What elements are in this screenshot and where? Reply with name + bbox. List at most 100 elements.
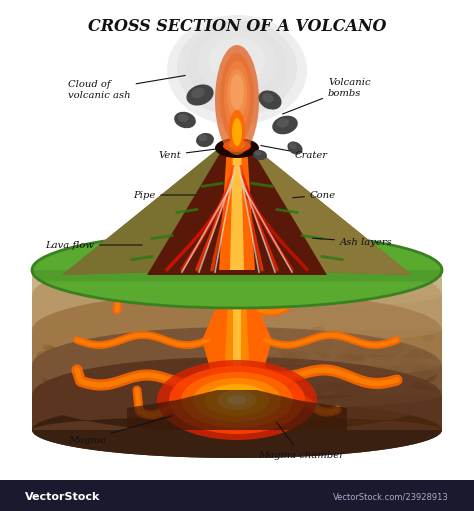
Ellipse shape xyxy=(65,331,84,344)
Ellipse shape xyxy=(131,357,144,366)
Ellipse shape xyxy=(50,356,61,363)
Polygon shape xyxy=(202,270,272,430)
Ellipse shape xyxy=(116,372,129,382)
Polygon shape xyxy=(32,430,442,458)
Ellipse shape xyxy=(422,352,432,359)
Ellipse shape xyxy=(70,366,83,376)
Ellipse shape xyxy=(322,352,331,359)
Ellipse shape xyxy=(96,335,110,345)
Ellipse shape xyxy=(230,74,244,110)
Ellipse shape xyxy=(334,374,352,387)
Ellipse shape xyxy=(362,336,372,343)
Ellipse shape xyxy=(335,369,355,383)
Ellipse shape xyxy=(387,375,395,380)
Ellipse shape xyxy=(129,367,139,374)
Ellipse shape xyxy=(232,331,244,338)
Ellipse shape xyxy=(146,329,161,339)
Ellipse shape xyxy=(196,133,214,147)
Ellipse shape xyxy=(280,352,298,364)
Ellipse shape xyxy=(135,366,151,378)
Polygon shape xyxy=(32,232,237,458)
Ellipse shape xyxy=(177,352,185,358)
Ellipse shape xyxy=(90,337,102,346)
Ellipse shape xyxy=(285,332,302,344)
Ellipse shape xyxy=(112,330,124,338)
Ellipse shape xyxy=(277,119,290,128)
Text: Magma: Magma xyxy=(68,416,173,445)
Ellipse shape xyxy=(174,354,193,368)
Ellipse shape xyxy=(313,385,327,394)
Ellipse shape xyxy=(382,374,397,384)
Text: Vent: Vent xyxy=(158,148,221,159)
Ellipse shape xyxy=(103,341,116,350)
Ellipse shape xyxy=(263,355,278,365)
Ellipse shape xyxy=(181,331,196,341)
Ellipse shape xyxy=(178,114,188,122)
Ellipse shape xyxy=(284,354,298,363)
Ellipse shape xyxy=(227,69,247,119)
Ellipse shape xyxy=(173,386,189,397)
Ellipse shape xyxy=(293,337,308,347)
Ellipse shape xyxy=(179,368,197,381)
Ellipse shape xyxy=(255,150,262,155)
Ellipse shape xyxy=(281,380,294,389)
Ellipse shape xyxy=(127,329,146,342)
Ellipse shape xyxy=(355,371,365,378)
Ellipse shape xyxy=(65,349,73,355)
Ellipse shape xyxy=(46,348,56,355)
Ellipse shape xyxy=(405,386,420,396)
Ellipse shape xyxy=(328,377,345,389)
Polygon shape xyxy=(32,270,442,282)
Ellipse shape xyxy=(243,376,260,388)
Ellipse shape xyxy=(258,90,282,109)
Ellipse shape xyxy=(205,384,269,416)
Ellipse shape xyxy=(328,365,339,373)
Ellipse shape xyxy=(165,330,184,343)
Ellipse shape xyxy=(349,384,369,398)
Polygon shape xyxy=(32,295,442,330)
Ellipse shape xyxy=(108,354,122,364)
Polygon shape xyxy=(237,140,412,275)
Ellipse shape xyxy=(315,348,327,356)
Polygon shape xyxy=(219,145,255,270)
Text: Cloud of
volcanic ash: Cloud of volcanic ash xyxy=(68,76,185,100)
Ellipse shape xyxy=(420,373,433,381)
Ellipse shape xyxy=(236,341,246,349)
Ellipse shape xyxy=(271,334,281,341)
Ellipse shape xyxy=(50,368,69,382)
Ellipse shape xyxy=(381,345,399,357)
Ellipse shape xyxy=(281,347,301,361)
Ellipse shape xyxy=(208,385,220,393)
Ellipse shape xyxy=(302,363,320,375)
Ellipse shape xyxy=(274,330,283,336)
Ellipse shape xyxy=(228,364,242,375)
Ellipse shape xyxy=(219,374,230,382)
Ellipse shape xyxy=(228,395,246,405)
Ellipse shape xyxy=(162,385,171,391)
Polygon shape xyxy=(237,257,441,344)
Ellipse shape xyxy=(133,378,150,390)
Ellipse shape xyxy=(226,370,242,381)
Ellipse shape xyxy=(92,385,106,395)
Polygon shape xyxy=(237,292,441,379)
Ellipse shape xyxy=(391,343,405,353)
Ellipse shape xyxy=(310,339,322,347)
Ellipse shape xyxy=(271,357,280,363)
Ellipse shape xyxy=(300,365,319,379)
Ellipse shape xyxy=(351,355,363,363)
Ellipse shape xyxy=(422,374,435,382)
Ellipse shape xyxy=(278,349,286,355)
Ellipse shape xyxy=(83,342,100,354)
Ellipse shape xyxy=(248,375,266,388)
Ellipse shape xyxy=(197,30,277,94)
Ellipse shape xyxy=(203,336,218,347)
Ellipse shape xyxy=(419,369,437,382)
Ellipse shape xyxy=(251,386,265,396)
Ellipse shape xyxy=(323,375,343,389)
Ellipse shape xyxy=(126,331,137,339)
Ellipse shape xyxy=(173,378,185,387)
Ellipse shape xyxy=(357,355,365,361)
Ellipse shape xyxy=(346,355,358,363)
Polygon shape xyxy=(32,257,237,344)
Ellipse shape xyxy=(366,347,381,357)
